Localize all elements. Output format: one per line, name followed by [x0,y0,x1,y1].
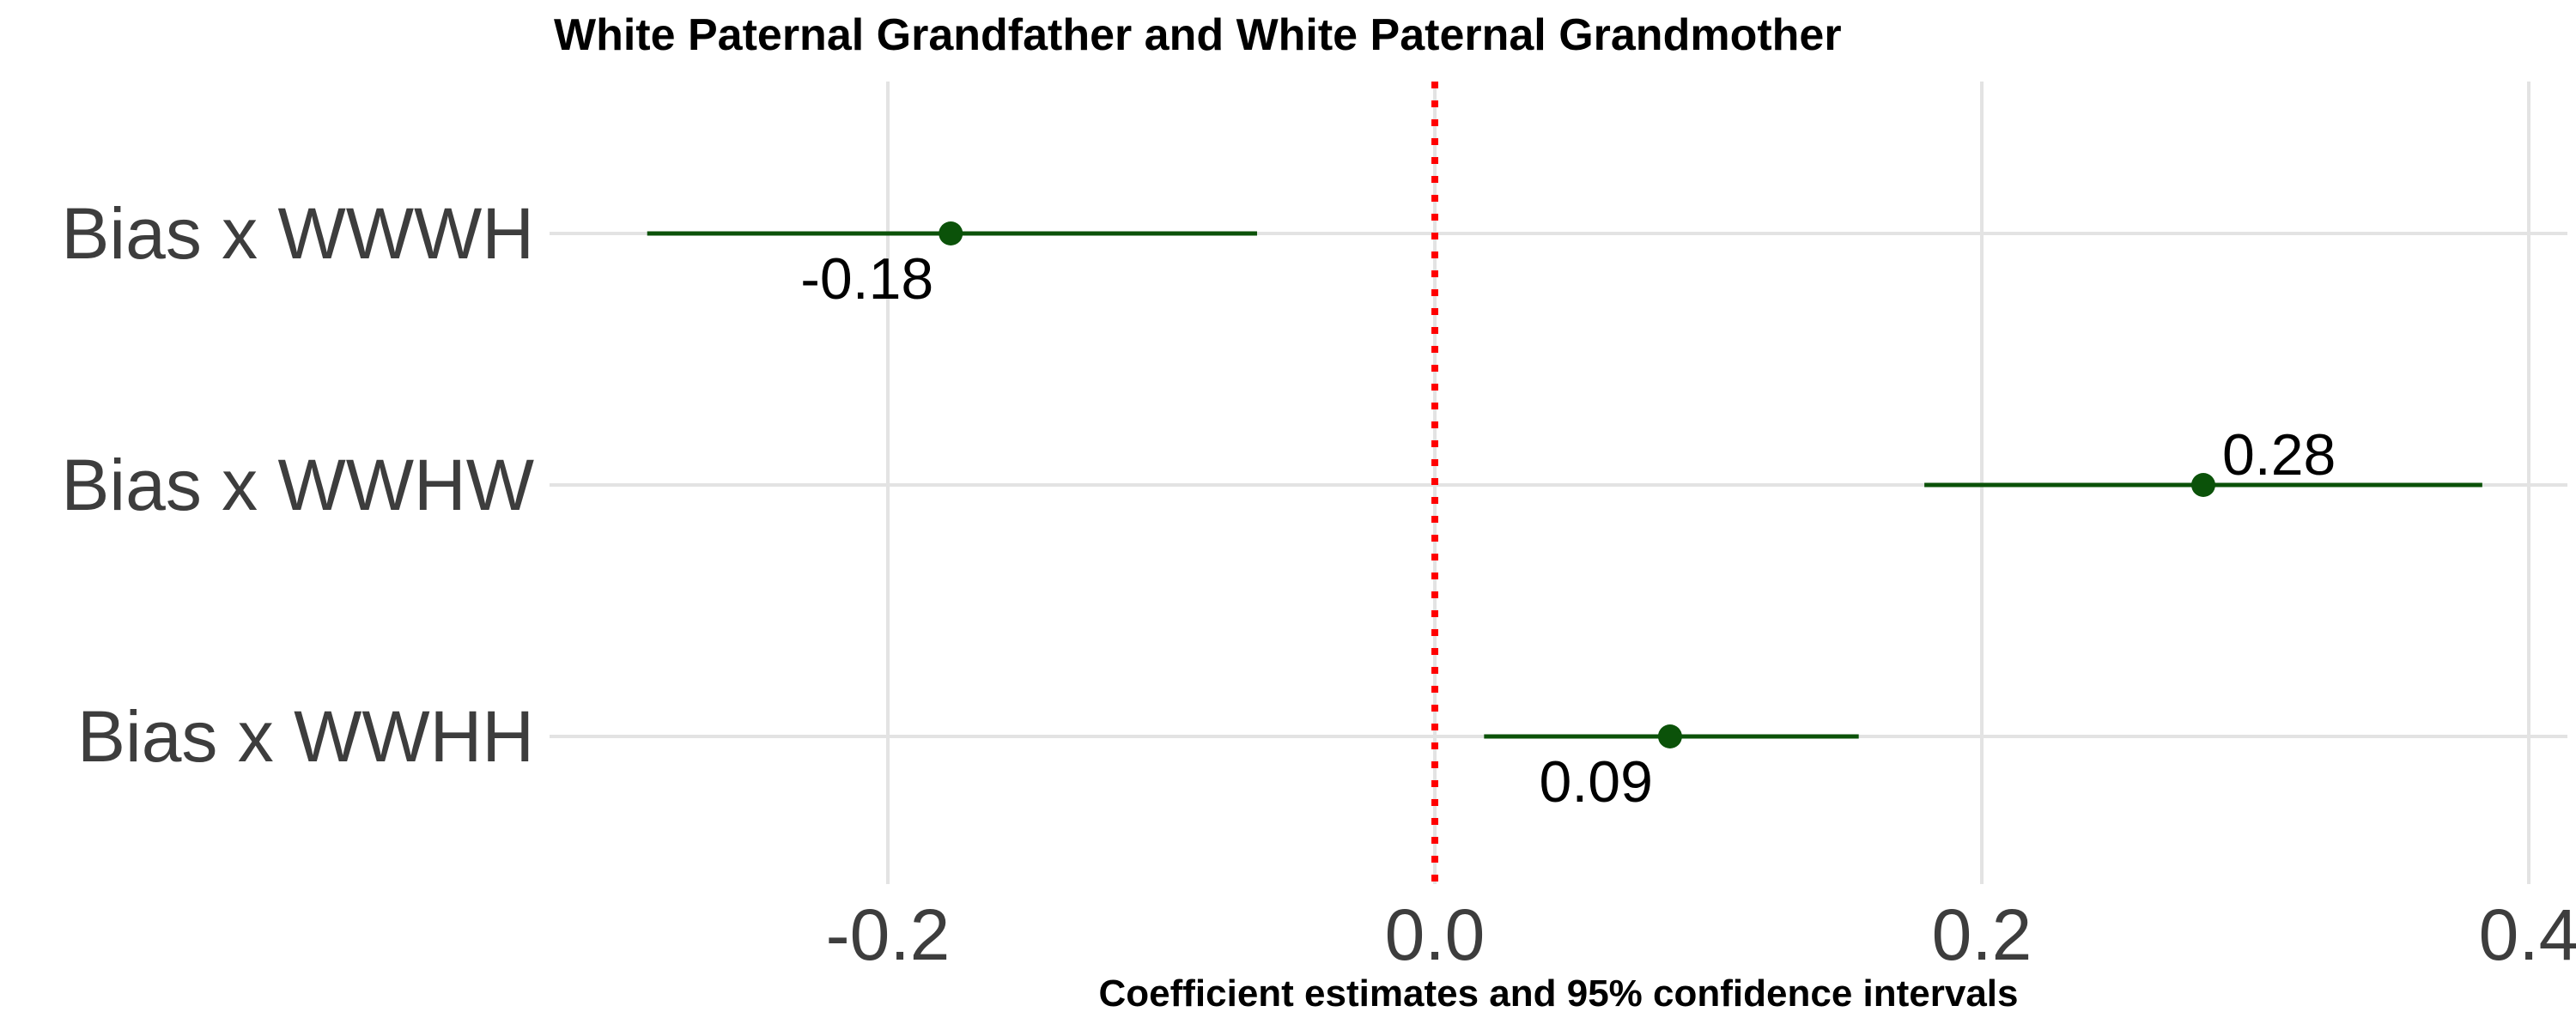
estimate-points [939,221,2215,748]
estimate-point [2190,473,2215,497]
y-category-label: Bias x WWHW [61,445,534,525]
x-tick-label: 0.4 [2479,894,2576,975]
estimate-point [939,221,963,245]
x-axis-label: Coefficient estimates and 95% confidence… [1098,972,2018,1015]
value-labels: -0.18 0.28 0.09 [800,246,2336,815]
x-tick-label: -0.2 [826,894,951,975]
chart-title: White Paternal Grandfather and White Pat… [554,10,1842,60]
y-category-label: Bias x WWWH [61,193,534,274]
category-labels: Bias x WWWH Bias x WWHW Bias x WWHH [61,193,534,777]
estimate-point [1657,724,1682,748]
value-label: 0.28 [2222,422,2336,488]
value-label: -0.18 [800,246,933,312]
x-tick-label: 0.2 [1932,894,2032,975]
x-tick-label: 0.0 [1385,894,1485,975]
value-label: 0.09 [1540,749,1653,815]
x-tick-labels: -0.2 0.0 0.2 0.4 [826,894,2576,975]
y-category-label: Bias x WWHH [77,696,534,777]
